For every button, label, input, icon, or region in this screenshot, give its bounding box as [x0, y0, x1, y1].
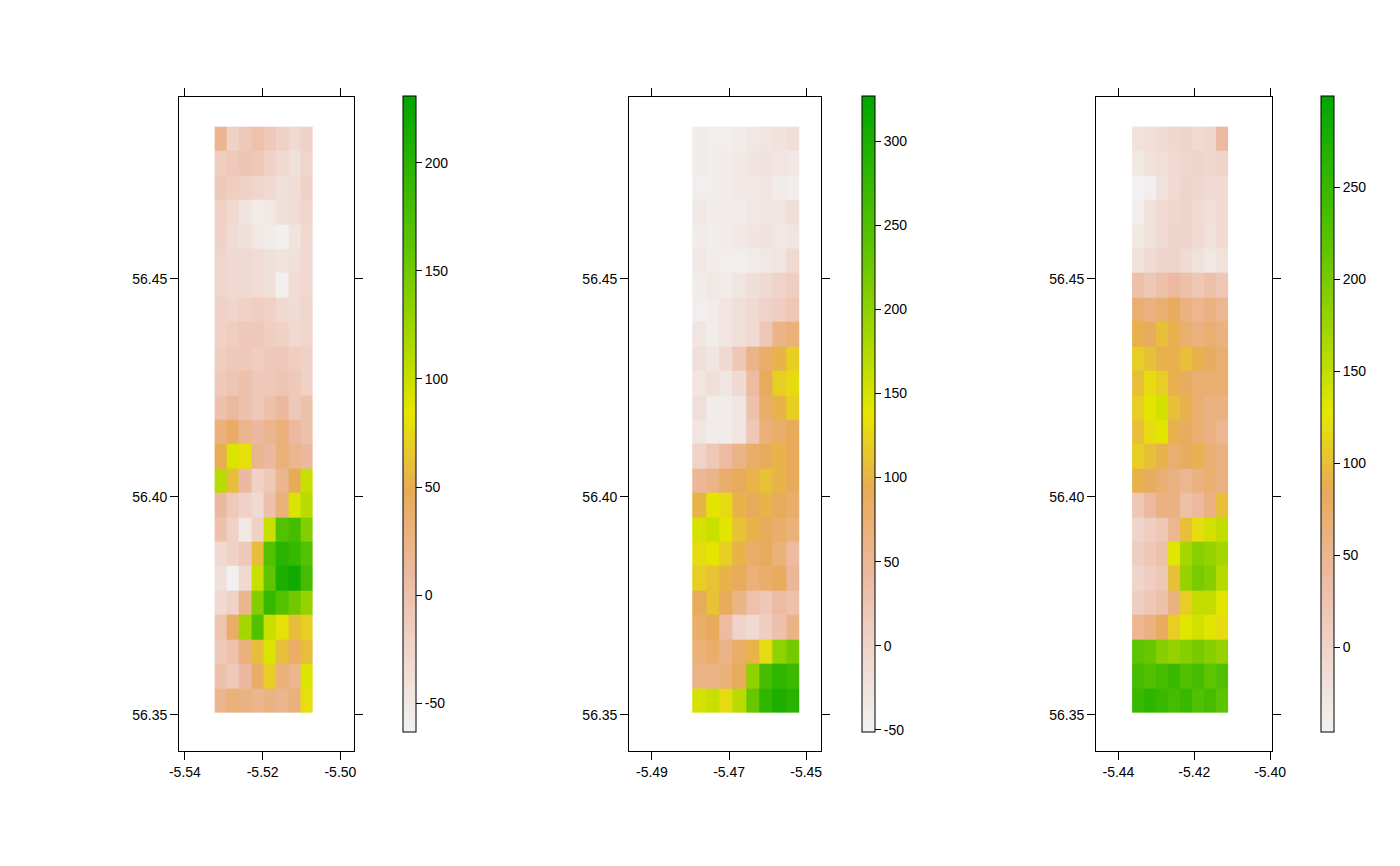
svg-text:50: 50	[884, 554, 900, 570]
svg-text:-5.49: -5.49	[636, 764, 668, 780]
svg-text:200: 200	[425, 155, 449, 171]
svg-text:-5.40: -5.40	[1254, 764, 1286, 780]
svg-text:100: 100	[1343, 455, 1367, 471]
svg-text:-50: -50	[425, 695, 445, 711]
svg-text:56.45: 56.45	[582, 271, 617, 287]
svg-text:200: 200	[884, 301, 908, 317]
svg-text:56.35: 56.35	[582, 707, 617, 723]
svg-text:50: 50	[425, 479, 441, 495]
svg-text:56.45: 56.45	[132, 271, 167, 287]
svg-text:56.40: 56.40	[582, 489, 617, 505]
svg-text:-5.42: -5.42	[1178, 764, 1210, 780]
svg-text:250: 250	[884, 217, 908, 233]
svg-text:56.35: 56.35	[132, 707, 167, 723]
svg-text:-5.45: -5.45	[790, 764, 822, 780]
svg-text:-5.44: -5.44	[1102, 764, 1134, 780]
svg-text:50: 50	[1343, 547, 1359, 563]
svg-text:56.35: 56.35	[1049, 707, 1084, 723]
svg-text:56.45: 56.45	[1049, 271, 1084, 287]
svg-text:100: 100	[425, 371, 449, 387]
svg-text:0: 0	[884, 638, 892, 654]
svg-text:-5.47: -5.47	[713, 764, 745, 780]
svg-text:-50: -50	[884, 722, 904, 738]
svg-text:300: 300	[884, 133, 908, 149]
svg-text:56.40: 56.40	[1049, 489, 1084, 505]
svg-text:0: 0	[425, 587, 433, 603]
svg-text:150: 150	[425, 263, 449, 279]
svg-text:-5.54: -5.54	[169, 764, 201, 780]
svg-text:250: 250	[1343, 179, 1367, 195]
svg-text:150: 150	[1343, 363, 1367, 379]
svg-text:200: 200	[1343, 271, 1367, 287]
svg-text:56.40: 56.40	[132, 489, 167, 505]
svg-text:150: 150	[884, 385, 908, 401]
svg-text:100: 100	[884, 469, 908, 485]
svg-text:0: 0	[1343, 639, 1351, 655]
svg-text:-5.50: -5.50	[324, 764, 356, 780]
svg-text:-5.52: -5.52	[247, 764, 279, 780]
